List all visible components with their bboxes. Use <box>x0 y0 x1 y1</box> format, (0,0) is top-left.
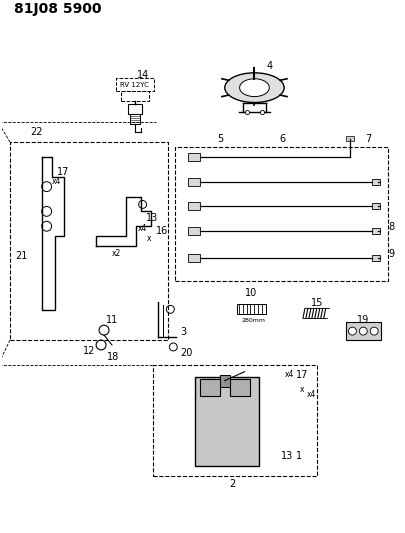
Circle shape <box>42 221 51 231</box>
Bar <box>188 227 200 235</box>
Text: x2: x2 <box>111 249 121 259</box>
Text: 17: 17 <box>57 167 70 177</box>
Text: 10: 10 <box>245 287 258 297</box>
Bar <box>230 378 249 397</box>
Text: 4: 4 <box>266 61 272 71</box>
Text: x: x <box>300 385 304 394</box>
Circle shape <box>42 206 51 216</box>
Bar <box>200 378 220 397</box>
Text: 19: 19 <box>357 315 369 325</box>
Text: 18: 18 <box>107 352 119 362</box>
Circle shape <box>348 327 356 335</box>
Text: 16: 16 <box>156 226 168 236</box>
Bar <box>128 104 142 115</box>
Bar <box>220 375 230 386</box>
Text: 11: 11 <box>106 315 118 325</box>
Bar <box>372 179 380 184</box>
Text: 17: 17 <box>296 370 308 379</box>
Text: x4: x4 <box>284 370 294 379</box>
Circle shape <box>99 325 109 335</box>
Bar <box>372 255 380 261</box>
Text: RV 12YC: RV 12YC <box>120 82 149 88</box>
Text: 20: 20 <box>180 348 192 358</box>
Text: 6: 6 <box>279 134 285 144</box>
Bar <box>188 203 200 211</box>
Text: 13: 13 <box>281 451 293 461</box>
Circle shape <box>96 340 106 350</box>
Ellipse shape <box>225 73 284 102</box>
Text: 12: 12 <box>83 346 95 356</box>
Text: 1: 1 <box>296 451 302 461</box>
Text: 5: 5 <box>217 134 223 144</box>
Bar <box>188 153 200 161</box>
Bar <box>372 228 380 234</box>
Text: 22: 22 <box>30 127 43 137</box>
Text: x: x <box>146 233 151 243</box>
Circle shape <box>42 182 51 191</box>
Text: 280mm: 280mm <box>241 318 265 322</box>
Text: 9: 9 <box>388 249 394 259</box>
Ellipse shape <box>240 79 269 96</box>
Bar <box>372 204 380 209</box>
Text: 81J08 5900: 81J08 5900 <box>14 3 102 17</box>
Text: 14: 14 <box>137 70 149 80</box>
Circle shape <box>166 305 174 313</box>
Text: 3: 3 <box>180 327 186 337</box>
Bar <box>195 377 260 466</box>
Text: 21: 21 <box>16 251 28 261</box>
Circle shape <box>370 327 378 335</box>
Text: 15: 15 <box>311 298 323 309</box>
Bar <box>188 254 200 262</box>
Text: 13: 13 <box>146 213 159 223</box>
Text: 8: 8 <box>388 222 394 232</box>
Bar <box>130 115 140 124</box>
Bar <box>347 136 354 141</box>
Bar <box>237 304 266 314</box>
Circle shape <box>169 343 177 351</box>
Text: 7: 7 <box>365 134 371 144</box>
Bar <box>188 177 200 185</box>
Circle shape <box>359 327 367 335</box>
Text: 2: 2 <box>230 479 236 489</box>
Text: x4: x4 <box>138 224 147 233</box>
Text: x4: x4 <box>52 177 61 186</box>
Bar <box>345 322 381 340</box>
Circle shape <box>139 200 147 208</box>
Text: x4: x4 <box>307 390 317 399</box>
